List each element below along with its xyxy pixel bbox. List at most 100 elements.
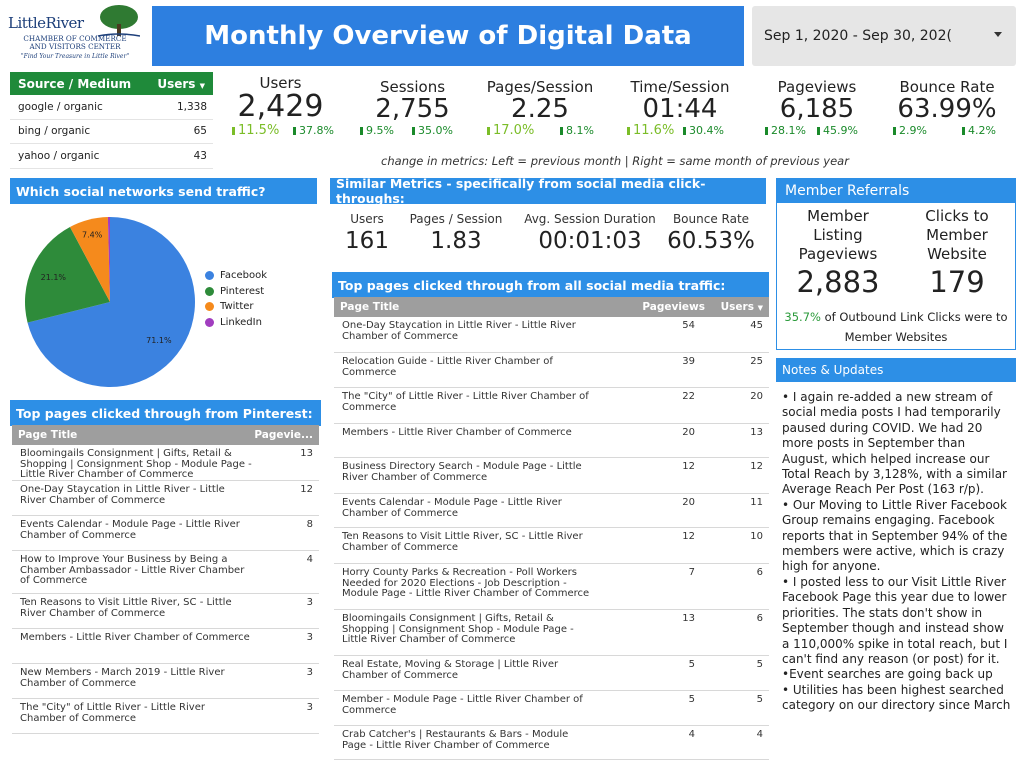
table-row[interactable]: Bloomingails Consignment | Gifts, Retail… — [12, 445, 319, 481]
table-row[interactable]: Member - Module Page - Little River Cham… — [334, 691, 769, 726]
pie-label: 21.1% — [41, 273, 67, 282]
metric-value: 63.99% — [897, 94, 997, 124]
col-users[interactable]: Users ▼ — [720, 301, 763, 313]
arrow-up-icon — [293, 127, 296, 135]
arrow-up-icon — [893, 127, 896, 135]
page-title-cell: Bloomingails Consignment | Gifts, Retail… — [342, 613, 574, 645]
pie-slice-facebook[interactable] — [27, 217, 196, 387]
source-medium-table: Source / Medium Users ▼ google / organic… — [10, 72, 213, 169]
pageviews-cell: 5 — [688, 659, 695, 670]
metric-value: 2,429 — [237, 89, 324, 124]
note-item: •Event searches are going back up — [782, 667, 993, 682]
logo-line1: CHAMBER OF COMMERCE — [23, 34, 127, 43]
table-row[interactable]: Events Calendar - Module Page - Little R… — [334, 494, 769, 528]
legend-item[interactable]: Twitter — [205, 299, 267, 315]
all-social-header: Top pages clicked through from all socia… — [332, 272, 769, 298]
col-users[interactable]: Users ▼ — [157, 76, 205, 91]
table-row[interactable]: The "City" of Little River - Little Rive… — [12, 699, 319, 734]
metric-value: 6,185 — [779, 94, 855, 124]
metric-label: Bounce Rate — [899, 78, 995, 96]
change-prev-year: 30.4% — [683, 124, 724, 137]
pageviews-cell: 13 — [300, 448, 313, 459]
metric-pageviews: Pageviews 6,185 — [762, 74, 872, 122]
table-row[interactable]: Ten Reasons to Visit Little River, SC - … — [334, 528, 769, 564]
table-row[interactable]: New Members - March 2019 - Little River … — [12, 664, 319, 699]
legend-label: Facebook — [220, 270, 267, 282]
metrics-note: change in metrics: Left = previous month… — [381, 154, 849, 168]
pageviews-cell: 12 — [682, 461, 695, 472]
notes-body: • I again re-added a new stream of socia… — [782, 390, 1014, 714]
col-pageviews[interactable]: Pageviews — [642, 301, 705, 313]
users-cell: 65 — [193, 125, 207, 138]
pageviews-cell: 20 — [682, 497, 695, 508]
page-title-cell: Real Estate, Moving & Storage | Little R… — [342, 659, 559, 681]
pageviews-cell: 4 — [688, 729, 695, 740]
page-title-cell: Horry County Parks & Recreation - Poll W… — [342, 567, 590, 599]
metric-label: Users — [259, 74, 302, 92]
pageviews-cell: 13 — [682, 613, 695, 624]
metric-time-session: Time/Session 01:44 — [624, 74, 736, 122]
table-row[interactable]: Ten Reasons to Visit Little River, SC - … — [12, 594, 319, 629]
pageviews-cell: 3 — [306, 702, 313, 713]
date-range-picker[interactable]: Sep 1, 2020 - Sep 30, 202( — [752, 6, 1016, 66]
table-row[interactable]: Members - Little River Chamber of Commer… — [12, 629, 319, 664]
legend-label: LinkedIn — [220, 316, 262, 328]
clicks-member-value: 179 — [929, 265, 985, 299]
note-item: • I posted less to our Visit Little Rive… — [782, 574, 1008, 666]
metric-bounce-rate: Bounce Rate 63.99% — [888, 74, 1006, 122]
users-cell: 12 — [750, 461, 763, 472]
col-pageviews[interactable]: Pagevie... — [254, 429, 313, 441]
table-row[interactable]: Relocation Guide - Little River Chamber … — [334, 353, 769, 388]
table-row[interactable]: How to Improve Your Business by Being a … — [12, 551, 319, 594]
pie-slice-linkedin[interactable] — [107, 217, 110, 302]
table-row[interactable]: Real Estate, Moving & Storage | Little R… — [334, 656, 769, 691]
pie-label: 7.4% — [82, 230, 103, 239]
metric-label: Time/Session — [630, 78, 730, 96]
page-title-cell: Member - Module Page - Little River Cham… — [342, 694, 583, 716]
pie-slice-twitter[interactable] — [69, 217, 110, 302]
users-cell: 25 — [750, 356, 763, 367]
col-page-title[interactable]: Page Title — [340, 301, 400, 313]
pie-slice-pinterest[interactable] — [25, 227, 111, 323]
page-title-cell: Relocation Guide - Little River Chamber … — [342, 356, 553, 378]
tree-icon — [98, 5, 140, 37]
change-prev-month: 9.5% — [360, 124, 394, 137]
table-row[interactable]: Crab Catcher's | Restaurants & Bars - Mo… — [334, 726, 769, 760]
chevron-down-icon — [994, 32, 1002, 37]
table-row[interactable]: One-Day Staycation in Little River - Lit… — [334, 317, 769, 353]
arrow-up-icon — [412, 127, 415, 135]
legend-item[interactable]: Pinterest — [205, 284, 267, 300]
metric-value: 2,755 — [375, 94, 450, 124]
table-row[interactable]: Horry County Parks & Recreation - Poll W… — [334, 564, 769, 610]
similar-metrics-header: Similar Metrics - specifically from soci… — [330, 176, 766, 206]
table-row[interactable]: Events Calendar - Module Page - Little R… — [12, 516, 319, 551]
table-row[interactable]: Bloomingails Consignment | Gifts, Retail… — [334, 610, 769, 656]
change-prev-year: 37.8% — [293, 124, 334, 137]
pageviews-cell: 3 — [306, 667, 313, 678]
pageviews-cell: 3 — [306, 632, 313, 643]
page-title-cell: Crab Catcher's | Restaurants & Bars - Mo… — [342, 729, 569, 751]
page-title-cell: One-Day Staycation in Little River - Lit… — [342, 320, 576, 342]
pie-legend: Facebook Pinterest Twitter LinkedIn — [205, 268, 267, 330]
pageviews-cell: 54 — [682, 320, 695, 331]
table-row[interactable]: One-Day Staycation in Little River - Lit… — [12, 481, 319, 516]
users-cell: 5 — [756, 659, 763, 670]
table-row[interactable]: Members - Little River Chamber of Commer… — [334, 424, 769, 458]
legend-swatch — [205, 286, 214, 296]
col-source-medium[interactable]: Source / Medium — [18, 76, 132, 91]
users-cell: 4 — [756, 729, 763, 740]
legend-item[interactable]: LinkedIn — [205, 315, 267, 331]
pageviews-cell: 12 — [682, 531, 695, 542]
page-title-cell: Business Directory Search - Module Page … — [342, 461, 582, 483]
page-title-cell: Ten Reasons to Visit Little River, SC - … — [342, 531, 583, 553]
page-title-cell: Members - Little River Chamber of Commer… — [20, 632, 250, 643]
table-row[interactable]: Business Directory Search - Module Page … — [334, 458, 769, 494]
col-page-title[interactable]: Page Title — [18, 429, 78, 441]
table-row[interactable]: The "City" of Little River - Little Rive… — [334, 388, 769, 424]
arrow-up-icon — [962, 127, 965, 135]
legend-item[interactable]: Facebook — [205, 268, 267, 284]
sort-desc-icon: ▼ — [757, 304, 763, 312]
social-networks-header: Which social networks send traffic? — [10, 178, 317, 204]
similar-avg-duration: Avg. Session Duration 00:01:03 — [524, 212, 656, 254]
page-title-cell: One-Day Staycation in Little River - Lit… — [20, 484, 225, 506]
